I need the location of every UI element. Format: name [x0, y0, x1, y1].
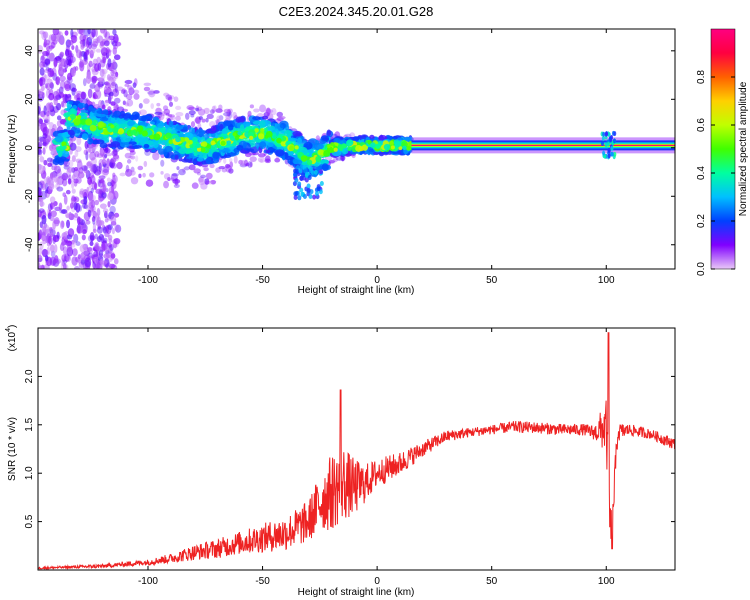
snr-series-line — [38, 332, 675, 570]
snr-x-tick-label: 100 — [598, 576, 615, 587]
colorbar-tick-label: 0.2 — [696, 214, 707, 228]
colorbar: 0.0 0.2 0.4 0.6 0.8 Normalized spectral ampl… — [696, 28, 749, 276]
snr-panel: -100 -50 0 50 100 0.5 1.0 1.5 2.0 Height of str… — [5, 325, 676, 598]
spectrogram-y-tick-label: -20 — [24, 189, 35, 204]
spectrogram-x-tick-label: -100 — [138, 275, 158, 286]
snr-x-ticks: -100 -50 0 50 100 — [138, 328, 615, 587]
spectrogram-y-ticks: -40 -20 0 20 40 — [24, 45, 675, 252]
spectrogram-y-tick-label: -40 — [24, 237, 35, 252]
spectrogram-frame — [37, 28, 676, 270]
snr-y-multiplier-base: (x10 — [7, 331, 18, 351]
snr-x-tick-label: -100 — [138, 576, 158, 587]
spectrogram-x-label: Height of straight line (km) — [298, 285, 415, 296]
figure-title: C2E3.2024.345.20.01.G28 — [279, 4, 434, 19]
spectrogram-y-tick-label: 20 — [24, 93, 35, 105]
spectrogram-x-tick-label: 0 — [374, 275, 380, 286]
snr-frame — [37, 327, 676, 571]
snr-y-tick-label: 2.0 — [24, 369, 35, 383]
snr-plot-area — [38, 328, 675, 570]
snr-y-multiplier-exp: 4 — [5, 328, 12, 332]
snr-x-label: Height of straight line (km) — [298, 587, 415, 598]
spectrogram-panel: -100 -50 0 50 100 -40 -20 0 20 40 Height of stra… — [7, 28, 676, 296]
colorbar-ticks: 0.0 0.2 0.4 0.6 0.8 — [696, 70, 735, 276]
svg-text:(x104): (x104) — [5, 325, 18, 352]
snr-y-multiplier: (x104) — [5, 325, 18, 352]
snr-y-multiplier-close: ) — [7, 325, 18, 328]
spectrogram-x-tick-label: 100 — [598, 275, 615, 286]
snr-x-tick-label: -50 — [255, 576, 270, 587]
snr-y-tick-label: 0.5 — [24, 514, 35, 528]
snr-y-tick-label: 1.0 — [24, 466, 35, 480]
colorbar-tick-label: 0.6 — [696, 118, 707, 132]
spectrogram-y-tick-label: 0 — [24, 145, 35, 151]
snr-y-tick-label: 1.5 — [24, 417, 35, 431]
spectrogram-x-tick-label: -50 — [255, 275, 270, 286]
colorbar-gradient — [710, 28, 736, 270]
colorbar-tick-label: 0.0 — [696, 262, 707, 276]
spectrogram-x-ticks: -100 -50 0 50 100 — [138, 29, 615, 286]
snr-y-label: SNR (10 * v/v) — [7, 417, 18, 481]
spectrogram-y-tick-label: 40 — [24, 45, 35, 57]
colorbar-tick-label: 0.8 — [696, 70, 707, 84]
colorbar-tick-label: 0.4 — [696, 166, 707, 180]
spectrogram-y-label: Frequency (Hz) — [7, 115, 18, 184]
spectrogram-x-tick-label: 50 — [486, 275, 498, 286]
spectrogram-heatmap — [38, 29, 675, 269]
snr-x-tick-label: 50 — [486, 576, 498, 587]
snr-x-tick-label: 0 — [374, 576, 380, 587]
snr-y-ticks: 0.5 1.0 1.5 2.0 — [24, 369, 675, 529]
colorbar-label: Normalized spectral amplitude — [738, 81, 749, 216]
